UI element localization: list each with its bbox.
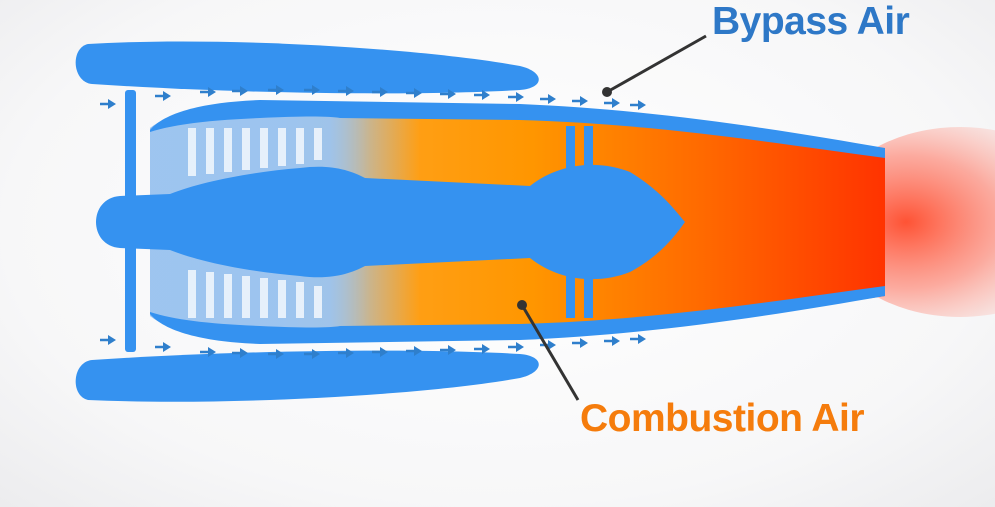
arrow-right-icon (268, 349, 284, 359)
bypass-leader-line (606, 34, 707, 94)
arrow-right-icon (508, 342, 524, 352)
arrow-right-icon (440, 345, 456, 355)
arrow-right-icon (604, 98, 620, 108)
fan-blade (125, 90, 136, 352)
arrow-right-icon (100, 99, 116, 109)
bypass-air-label: Bypass Air (712, 0, 910, 43)
arrow-right-icon (406, 346, 422, 356)
arrow-right-icon (268, 85, 284, 95)
combustion-leader-dot (517, 300, 527, 310)
arrow-right-icon (338, 86, 354, 96)
bypass-leader-dot (602, 87, 612, 97)
arrow-right-icon (630, 334, 646, 344)
engine-core-shaft (96, 164, 685, 280)
casing-bottom (150, 286, 885, 344)
nacelle-top (75, 41, 539, 94)
arrow-right-icon (372, 347, 388, 357)
compressor-blades (188, 128, 322, 318)
arrow-right-icon (372, 87, 388, 97)
arrow-right-icon (540, 94, 556, 104)
arrow-right-icon (200, 87, 216, 97)
arrow-right-icon (100, 335, 116, 345)
combustion-air-label: Combustion Air (580, 397, 865, 440)
arrow-right-icon (604, 336, 620, 346)
arrow-right-icon (474, 90, 490, 100)
arrow-right-icon (304, 349, 320, 359)
arrow-right-icon (572, 338, 588, 348)
arrow-right-icon (155, 342, 171, 352)
arrow-right-icon (200, 347, 216, 357)
arrow-right-icon (474, 344, 490, 354)
bypass-arrows-bottom (100, 334, 646, 359)
arrow-right-icon (338, 348, 354, 358)
arrow-right-icon (406, 88, 422, 98)
arrow-right-icon (630, 100, 646, 110)
bypass-arrows-top (100, 85, 646, 110)
arrow-right-icon (440, 89, 456, 99)
arrow-right-icon (572, 96, 588, 106)
casing-top (150, 100, 885, 158)
combustion-leader-line (520, 304, 580, 401)
arrow-right-icon (232, 348, 248, 358)
arrow-right-icon (304, 85, 320, 95)
turbine-blades (566, 126, 593, 318)
arrow-right-icon (155, 91, 171, 101)
arrow-right-icon (508, 92, 524, 102)
arrow-right-icon (232, 86, 248, 96)
nacelle-bottom (75, 350, 539, 402)
